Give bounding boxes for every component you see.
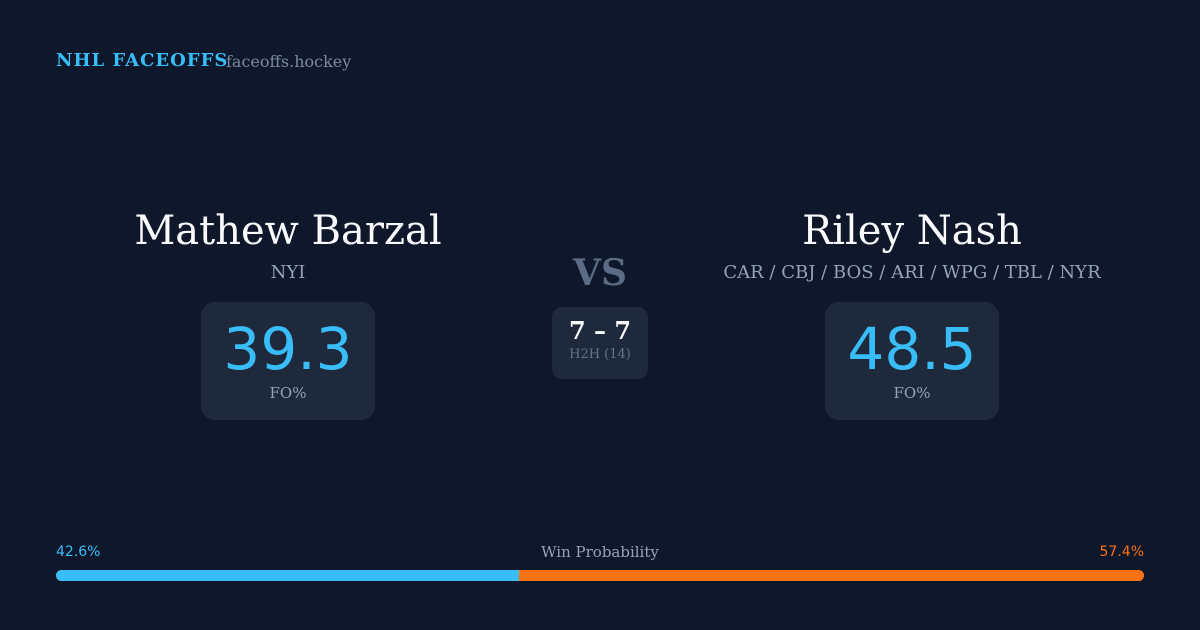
- fo-pct-card: 39.3 FO%: [201, 302, 375, 420]
- player-name: Mathew Barzal: [134, 208, 442, 254]
- h2h-score: 7 – 7: [568, 316, 632, 345]
- win-probability-bar: [56, 570, 1144, 581]
- player-1: Mathew Barzal NYI 39.3 FO%: [58, 208, 518, 420]
- vs-label: VS: [573, 252, 627, 294]
- left-probability: 42.6%: [56, 544, 101, 560]
- win-probability-label: Win Probability: [541, 543, 659, 561]
- right-probability-fill: [519, 570, 1144, 581]
- brand-title: NHL FACEOFFS: [56, 50, 229, 71]
- h2h-card: 7 – 7 H2H (14): [552, 307, 648, 379]
- fo-pct-value: 48.5: [847, 315, 977, 383]
- right-probability: 57.4%: [1099, 544, 1144, 560]
- player-2: Riley Nash CAR / CBJ / BOS / ARI / WPG /…: [682, 208, 1142, 420]
- fo-pct-label: FO%: [893, 384, 931, 402]
- player-team: CAR / CBJ / BOS / ARI / WPG / TBL / NYR: [723, 262, 1101, 283]
- player-team: NYI: [270, 262, 306, 283]
- left-probability-fill: [56, 570, 520, 581]
- fo-pct-card: 48.5 FO%: [825, 302, 999, 420]
- fo-pct-value: 39.3: [223, 315, 353, 383]
- fo-pct-label: FO%: [269, 384, 307, 402]
- h2h-label: H2H (14): [569, 347, 631, 362]
- site-url: faceoffs.hockey: [226, 52, 352, 71]
- player-name: Riley Nash: [802, 208, 1022, 254]
